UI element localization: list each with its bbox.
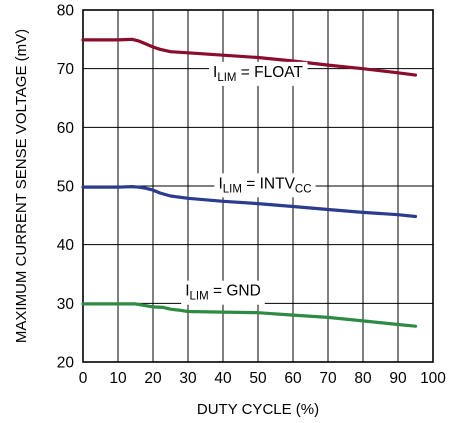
svg-text:ILIM = GND: ILIM = GND bbox=[185, 283, 261, 303]
x-tick-label: 20 bbox=[144, 370, 162, 387]
x-tick-label: 80 bbox=[354, 370, 372, 387]
y-tick-label: 80 bbox=[57, 3, 75, 20]
y-axis-title: MAXIMUM CURRENT SENSE VOLTAGE (mV) bbox=[13, 29, 30, 343]
x-axis-title: DUTY CYCLE (%) bbox=[197, 401, 319, 418]
y-tick-label: 70 bbox=[57, 61, 75, 78]
x-tick-label: 90 bbox=[389, 370, 407, 387]
series-line-2 bbox=[81, 302, 418, 328]
svg-text:ILIM = INTVCC: ILIM = INTVCC bbox=[218, 175, 311, 195]
series-lines bbox=[81, 37, 418, 328]
x-tick-label: 0 bbox=[79, 370, 88, 387]
y-tick-label: 30 bbox=[57, 296, 75, 313]
x-tick-label: 100 bbox=[420, 370, 446, 387]
series-label-1: ILIM = INTVCC bbox=[214, 173, 316, 198]
x-tick-label: 50 bbox=[249, 370, 267, 387]
series-annotations: ILIM = FLOAT ILIM = INTVCC ILIM = GND bbox=[181, 61, 316, 305]
x-tick-label: 30 bbox=[179, 370, 197, 387]
x-tick-label: 40 bbox=[214, 370, 232, 387]
svg-text:ILIM = FLOAT: ILIM = FLOAT bbox=[213, 64, 303, 84]
series-line-0 bbox=[81, 37, 418, 77]
x-tick-label: 70 bbox=[319, 370, 337, 387]
series-label-2: ILIM = GND bbox=[181, 280, 265, 305]
y-tick-label: 20 bbox=[57, 355, 75, 372]
series-label-0: ILIM = FLOAT bbox=[209, 61, 308, 86]
series-line-1 bbox=[81, 185, 418, 219]
x-tick-label: 10 bbox=[109, 370, 127, 387]
y-tick-label: 50 bbox=[57, 179, 75, 196]
y-tick-label: 60 bbox=[57, 120, 75, 137]
y-tick-label: 40 bbox=[57, 237, 75, 254]
tick-labels: 0 10 20 30 40 50 60 70 80 90 100 20 30 40 50 60 70 80 bbox=[57, 3, 447, 388]
x-tick-label: 60 bbox=[284, 370, 302, 387]
